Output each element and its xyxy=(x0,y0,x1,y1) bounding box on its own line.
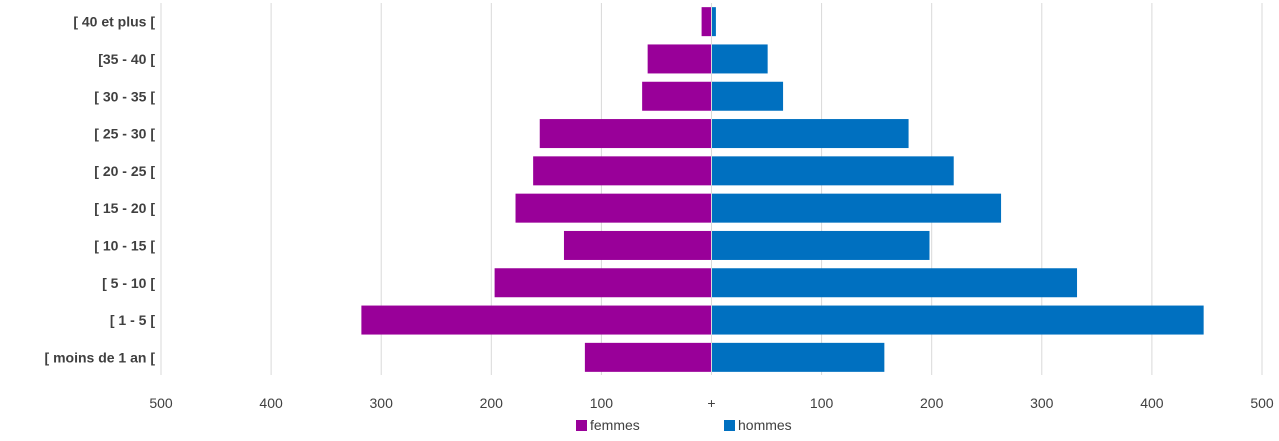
bar-hommes xyxy=(711,305,1204,335)
bar-femmes xyxy=(701,7,712,37)
bar-femmes xyxy=(533,156,712,186)
x-tick-label: 300 xyxy=(1030,395,1054,411)
category-label: [ 40 et plus [ xyxy=(73,14,155,30)
legend-swatch-femmes xyxy=(576,420,587,431)
bar-femmes xyxy=(642,81,712,111)
bar-hommes xyxy=(711,268,1078,298)
category-label: [ 1 - 5 [ xyxy=(110,312,155,328)
x-tick-label: 300 xyxy=(370,395,394,411)
x-tick-labels: 500 400 300 200 100 +100 200 300 400 500 xyxy=(149,395,1274,411)
bar-femmes xyxy=(584,342,712,372)
bar-femmes xyxy=(361,305,712,335)
category-label: [ 10 - 15 [ xyxy=(94,237,155,253)
x-tick-label: 500 xyxy=(1250,395,1274,411)
bar-hommes xyxy=(711,7,716,37)
bar-femmes xyxy=(515,193,712,223)
bar-femmes xyxy=(539,119,712,149)
bar-hommes xyxy=(711,342,885,372)
x-tick-label: 100 xyxy=(810,395,834,411)
legend-label-hommes: hommes xyxy=(738,417,792,433)
bar-hommes xyxy=(711,119,909,149)
bar-hommes xyxy=(711,193,1002,223)
x-tick-label: 400 xyxy=(1140,395,1164,411)
x-tick-label: + xyxy=(707,395,715,411)
bar-femmes xyxy=(494,268,712,298)
category-label: [ 5 - 10 [ xyxy=(102,275,155,291)
category-label: [ 25 - 30 [ xyxy=(94,126,155,142)
x-tick-label: 200 xyxy=(920,395,944,411)
x-tick-label: 100 xyxy=(590,395,614,411)
legend: femmes hommes xyxy=(576,417,792,433)
bar-hommes xyxy=(711,156,954,186)
x-tick-label: 200 xyxy=(480,395,504,411)
bar-hommes xyxy=(711,81,784,111)
x-tick-label: 500 xyxy=(149,395,173,411)
x-tick-label: 400 xyxy=(259,395,283,411)
category-label: [35 - 40 [ xyxy=(98,51,155,67)
bar-hommes xyxy=(711,230,930,260)
legend-label-femmes: femmes xyxy=(590,417,640,433)
category-label: [ 30 - 35 [ xyxy=(94,88,155,104)
category-label: [ moins de 1 an [ xyxy=(45,349,156,365)
category-label: [ 15 - 20 [ xyxy=(94,200,155,216)
bars xyxy=(361,7,1204,372)
category-labels: [ moins de 1 an [ [ 1 - 5 [ [ 5 - 10 [ [ 10… xyxy=(45,14,156,366)
category-label: [ 20 - 25 [ xyxy=(94,163,155,179)
bar-femmes xyxy=(563,230,712,260)
legend-swatch-hommes xyxy=(724,420,735,431)
gridlines xyxy=(160,3,1263,375)
bar-femmes xyxy=(647,44,712,74)
bar-hommes xyxy=(711,44,768,74)
